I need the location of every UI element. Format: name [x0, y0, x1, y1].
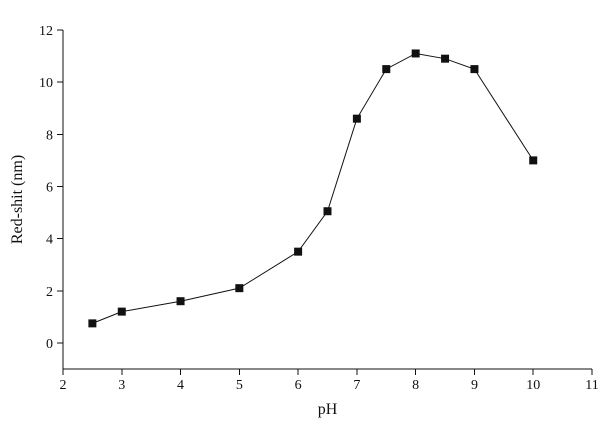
x-tick-label: 10 — [526, 378, 540, 393]
data-point — [117, 307, 126, 316]
x-tick-label: 8 — [412, 378, 419, 393]
data-point — [88, 319, 97, 328]
y-tick-label: 2 — [46, 285, 53, 300]
x-tick-label: 11 — [585, 378, 598, 393]
x-tick-label: 5 — [236, 378, 243, 393]
series-line — [92, 52, 534, 324]
x-tick-label: 4 — [177, 378, 184, 393]
y-tick-label: 12 — [39, 24, 53, 39]
x-tick-label: 2 — [60, 378, 67, 393]
y-axis-ticks: 0 2 4 6 8 10 12 — [39, 24, 63, 352]
x-tick-label: 9 — [471, 378, 478, 393]
y-tick-label: 10 — [39, 76, 53, 91]
data-point — [382, 65, 391, 74]
data-point — [411, 49, 420, 58]
data-point — [235, 284, 244, 293]
y-tick-label: 0 — [46, 337, 53, 352]
x-axis-label: pH — [318, 401, 338, 418]
data-point — [441, 54, 450, 63]
x-tick-label: 3 — [118, 378, 125, 393]
data-point — [352, 114, 361, 123]
x-tick-label: 6 — [295, 378, 302, 393]
data-point — [470, 65, 479, 74]
y-tick-label: 4 — [46, 233, 53, 248]
y-axis-label: Red-shit (nm) — [9, 155, 26, 244]
x-tick-label: 7 — [353, 378, 360, 393]
data-point — [294, 247, 303, 256]
data-point — [323, 207, 332, 216]
x-axis-ticks: 2 3 4 5 6 7 8 9 10 11 — [60, 369, 599, 393]
y-tick-label: 8 — [46, 128, 53, 143]
plot-area — [88, 49, 538, 328]
y-tick-label: 6 — [46, 180, 53, 195]
data-point — [529, 156, 538, 165]
data-point — [176, 297, 185, 306]
